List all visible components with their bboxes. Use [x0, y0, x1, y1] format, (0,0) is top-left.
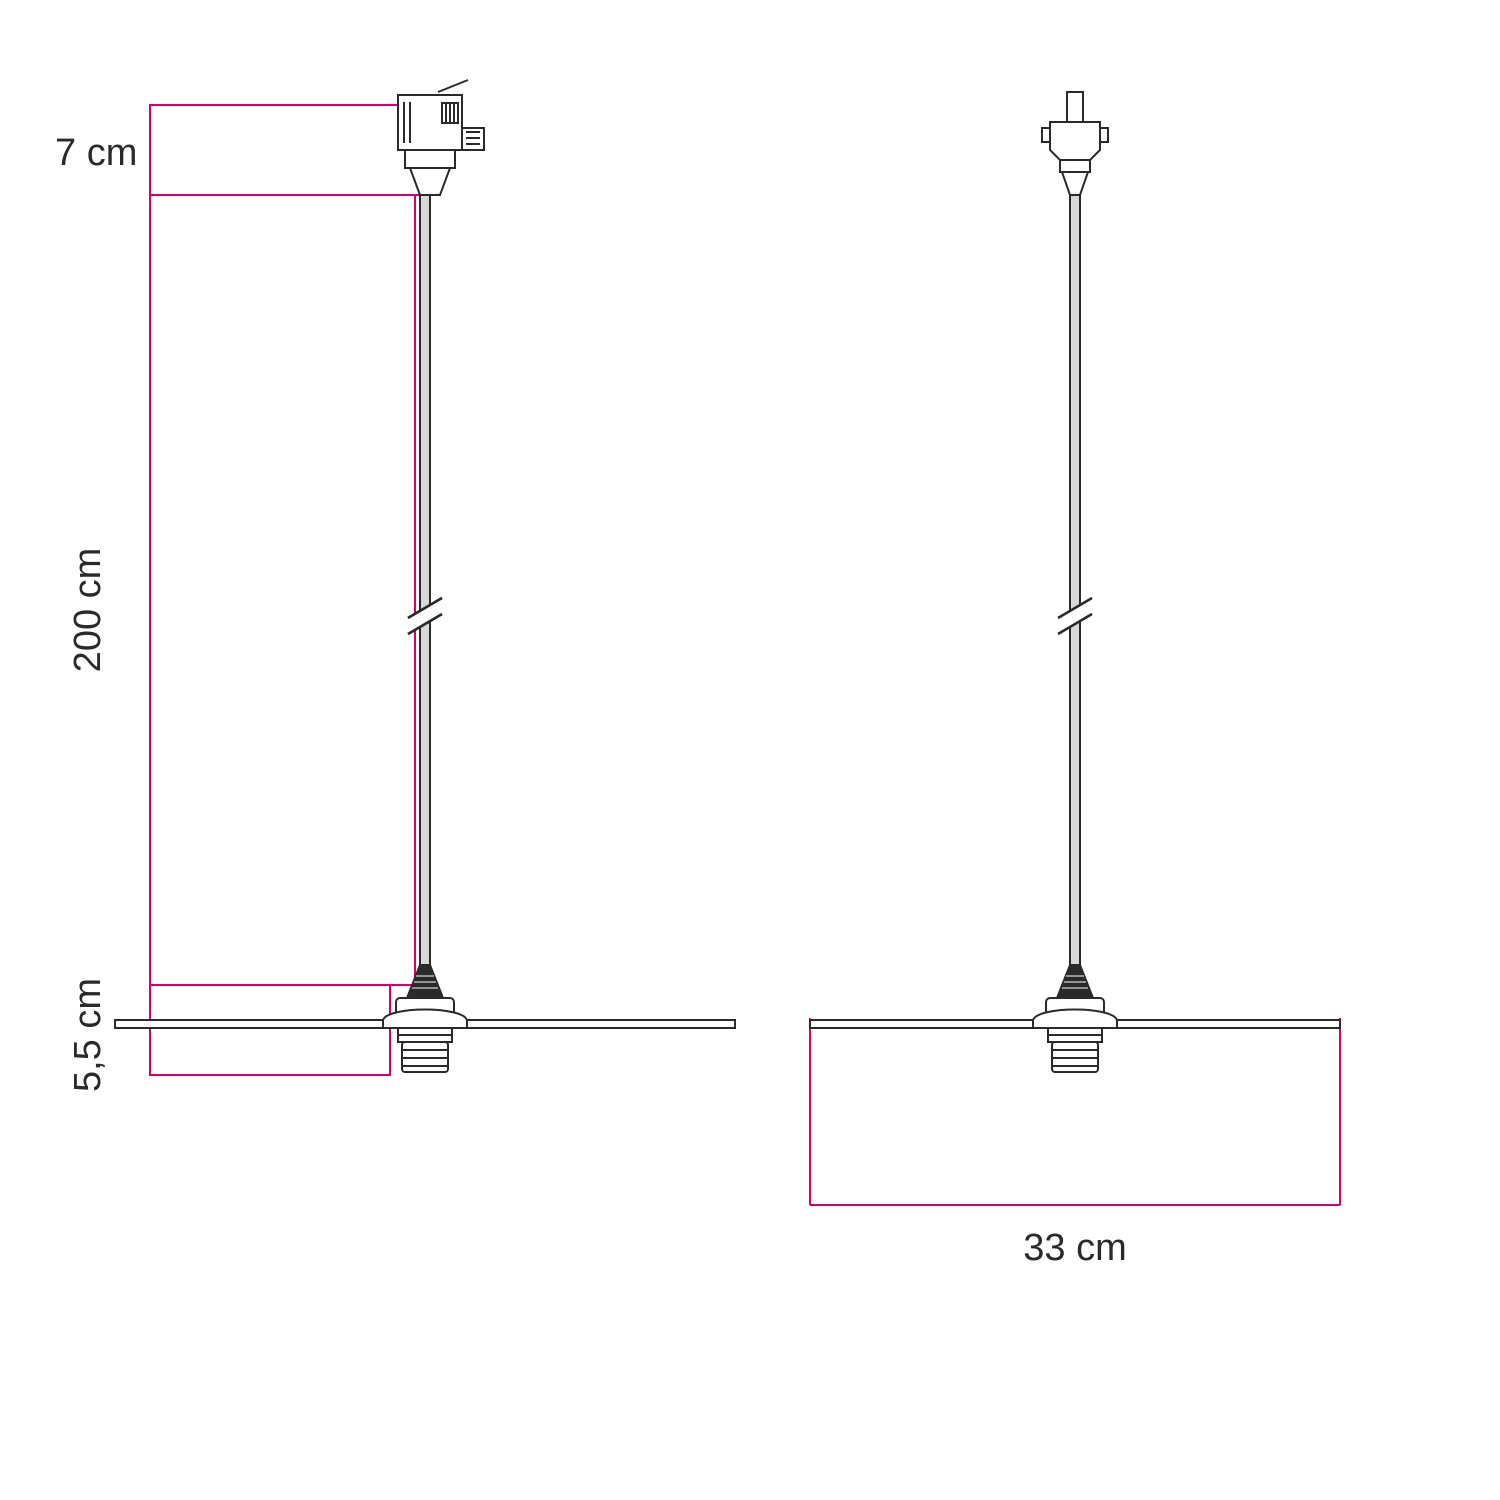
left-lamp [115, 80, 735, 1072]
label-shade-width: 33 cm [1023, 1227, 1126, 1269]
left-socket-shade [115, 998, 735, 1072]
right-track-adapter [1042, 92, 1108, 195]
label-adapter-height: 7 cm [55, 132, 137, 174]
dimension-labels: 7 cm 200 cm 5,5 cm 33 cm [55, 132, 1127, 1269]
label-cable-length: 200 cm [67, 548, 109, 673]
left-strain-relief [407, 965, 443, 998]
right-lamp [810, 92, 1340, 1072]
right-strain-relief [1057, 965, 1093, 998]
left-track-adapter [398, 80, 484, 195]
right-socket-shade [810, 998, 1340, 1072]
dimension-lines [150, 105, 1340, 1205]
dimension-drawing: 7 cm 200 cm 5,5 cm 33 cm [0, 0, 1500, 1500]
label-socket-height: 5,5 cm [67, 978, 109, 1092]
right-cable [1058, 195, 1092, 965]
left-cable [408, 195, 442, 965]
